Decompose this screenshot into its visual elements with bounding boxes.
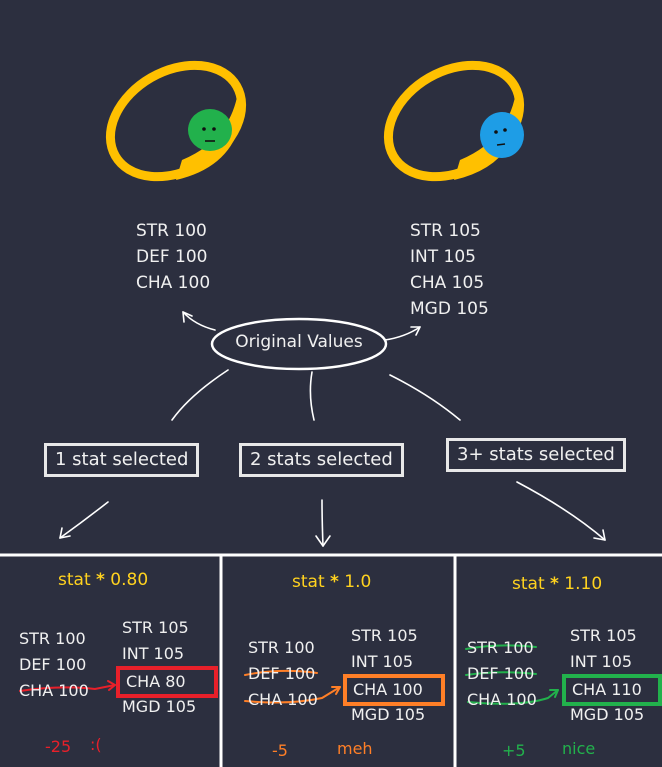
stat-line: DEF 100 [467, 664, 535, 683]
panel-3-title: stat * 1.10 [512, 574, 602, 594]
panel-2-highlighted-stat: CHA 100 [343, 674, 445, 706]
panel-1-original-stats: STR 100 DEF 100 CHA 100 [19, 626, 89, 704]
branch-box-1-stat: 1 stat selected [44, 443, 200, 477]
blue-gem-ring-icon [383, 60, 525, 182]
title-value: 0.80 [104, 570, 149, 590]
stat-line: MGD 105 [410, 299, 489, 319]
panel-1-delta: -25 [45, 737, 72, 756]
multiply-operator: * [96, 570, 105, 590]
panel-3-delta: +5 [502, 741, 526, 760]
stat-line: STR 100 [19, 629, 86, 648]
stat-line: STR 105 [122, 618, 189, 637]
stat-line: CHA 100 [248, 690, 318, 709]
panel-1-title: stat * 0.80 [58, 570, 148, 590]
right-ring-stats: STR 105 INT 105 CHA 105 MGD 105 [410, 218, 489, 322]
panel-2-new-stats: STR 105 INT 105 [351, 623, 418, 675]
panel-1-new-stats: STR 105 INT 105 [122, 615, 189, 667]
stat-line: CHA 105 [410, 273, 485, 293]
panel-2-original-stats: STR 100 DEF 100 CHA 100 [248, 635, 318, 713]
green-gem-ring-icon [105, 60, 247, 182]
stat-line: STR 100 [248, 638, 315, 657]
panel-separators [0, 553, 662, 767]
panel-3-original-stats: STR 100 DEF 100 CHA 100 [467, 635, 537, 713]
panel-3-new-stats: STR 105 INT 105 [570, 623, 637, 675]
branch-box-3plus-stats: 3+ stats selected [446, 438, 626, 472]
stat-line: STR 100 [136, 221, 207, 241]
panel-3-highlighted-stat: CHA 110 [562, 674, 662, 706]
title-value: 1.10 [558, 574, 603, 594]
multiply-operator: * [550, 574, 559, 594]
stat-line: DEF 100 [248, 664, 316, 683]
panel-1-highlighted-stat: CHA 80 [116, 666, 218, 698]
panel-2-delta: -5 [272, 741, 288, 760]
title-prefix: stat [512, 574, 551, 594]
branch-box-2-stats: 2 stats selected [239, 443, 404, 477]
left-ring-stats: STR 100 DEF 100 CHA 100 [136, 218, 210, 296]
multiply-operator: * [330, 572, 339, 592]
stat-line: CHA 100 [136, 273, 211, 293]
panel-2-title: stat * 1.0 [292, 572, 371, 592]
panel-1-last-stat: MGD 105 [122, 697, 197, 716]
stat-line: INT 105 [122, 644, 185, 663]
stat-line: STR 105 [570, 626, 637, 645]
title-prefix: stat [58, 570, 97, 590]
panel-3-reaction: nice [562, 739, 596, 758]
panel-1-reaction: :( [90, 735, 102, 754]
stat-line: DEF 100 [136, 247, 208, 267]
original-values-ellipse [210, 317, 388, 371]
strike-throughs [19, 644, 559, 705]
stat-line: STR 105 [351, 626, 418, 645]
stat-line: CHA 100 [467, 690, 537, 709]
panel-3-last-stat: MGD 105 [570, 705, 645, 724]
stat-line: INT 105 [410, 247, 476, 267]
original-values-label: Original Values [235, 332, 363, 352]
stat-line: INT 105 [351, 652, 414, 671]
panel-2-reaction: meh [337, 739, 373, 758]
arrows [59, 311, 606, 547]
title-value: 1.0 [338, 572, 372, 592]
stat-line: STR 105 [410, 221, 481, 241]
stat-line: CHA 100 [19, 681, 89, 700]
stat-line: INT 105 [570, 652, 633, 671]
stat-line: STR 100 [467, 638, 534, 657]
stat-line: DEF 100 [19, 655, 87, 674]
title-prefix: stat [292, 572, 331, 592]
panel-2-last-stat: MGD 105 [351, 705, 426, 724]
